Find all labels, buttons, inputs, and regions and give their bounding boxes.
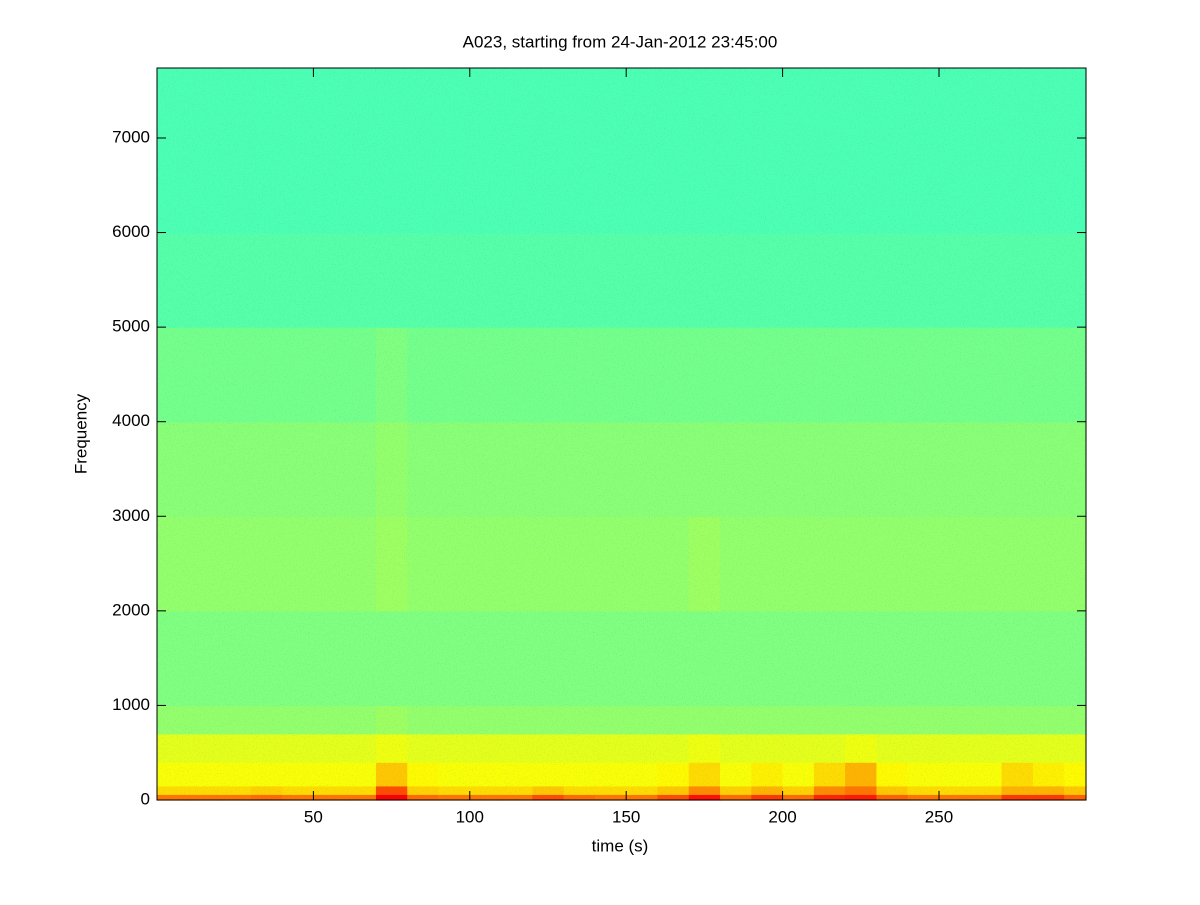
x-tick-label: 150 bbox=[612, 807, 640, 826]
y-tick-label: 4000 bbox=[112, 411, 150, 430]
y-axis-label: Frequency bbox=[71, 393, 90, 474]
y-tick-label: 0 bbox=[141, 789, 150, 808]
chart-title: A023, starting from 24-Jan-2012 23:45:00 bbox=[463, 32, 778, 51]
noise-texture bbox=[157, 68, 1086, 800]
x-tick-label: 50 bbox=[304, 807, 323, 826]
axes: 50 100 150 200 250 0 1000 2000 3000 4000 5000 6000 7… bbox=[112, 67, 1087, 826]
y-tick-label: 2000 bbox=[112, 600, 150, 619]
y-tick-label: 7000 bbox=[112, 127, 150, 146]
y-tick-label: 5000 bbox=[112, 317, 150, 336]
x-tick-label: 250 bbox=[925, 807, 953, 826]
plot-frame bbox=[156, 67, 1087, 801]
y-tick-label: 6000 bbox=[112, 222, 150, 241]
x-tick-label: 200 bbox=[768, 807, 796, 826]
y-tick-label: 3000 bbox=[112, 506, 150, 525]
y-tick-label: 1000 bbox=[112, 695, 150, 714]
x-axis-label: time (s) bbox=[592, 836, 649, 855]
x-tick-label: 100 bbox=[456, 807, 484, 826]
